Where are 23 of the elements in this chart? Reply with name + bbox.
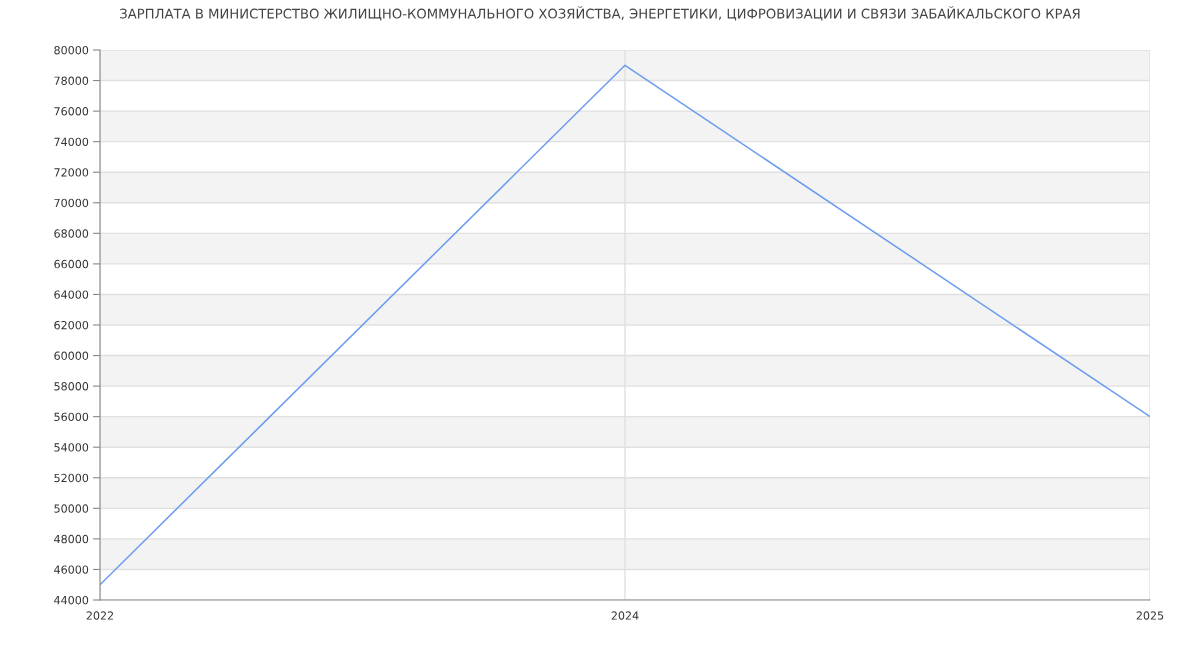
chart-title: ЗАРПЛАТА В МИНИСТЕРСТВО ЖИЛИЩНО-КОММУНАЛЬНОГО ХОЗЯЙСТВА, ЭНЕРГЕТИКИ, ЦИФРОВИЗАЦИИ И СВЯЗИ ЗАБАЙКАЛЬСКОГО КРАЯ [120, 6, 1080, 21]
y-tick-label: 68000 [54, 229, 89, 238]
y-tick-label: 72000 [54, 168, 89, 177]
y-tick-label: 66000 [54, 259, 89, 269]
y-tick-label: 64000 [54, 290, 89, 299]
y-tick-label: 60000 [54, 351, 89, 360]
y-tick-label: 46000 [54, 565, 89, 574]
y-tick-label: 52000 [54, 473, 89, 483]
y-tick-label: 48000 [54, 534, 89, 544]
y-tick-label: 56000 [54, 412, 89, 422]
x-tick-label: 2025 [1136, 611, 1164, 620]
y-tick-label: 80000 [54, 45, 89, 55]
y-tick-label: 50000 [54, 504, 89, 513]
x-tick-label: 2022 [86, 611, 114, 620]
x-tick-label: 2024 [611, 611, 639, 620]
y-tick-label: 62000 [54, 320, 89, 330]
y-tick-label: 54000 [54, 443, 89, 452]
y-tick-label: 74000 [54, 137, 89, 147]
y-tick-label: 58000 [54, 382, 89, 391]
y-tick-label: 44000 [54, 595, 89, 605]
y-tick-label: 70000 [54, 198, 89, 208]
y-tick-label: 78000 [54, 76, 89, 85]
y-tick-label: 76000 [54, 107, 89, 116]
